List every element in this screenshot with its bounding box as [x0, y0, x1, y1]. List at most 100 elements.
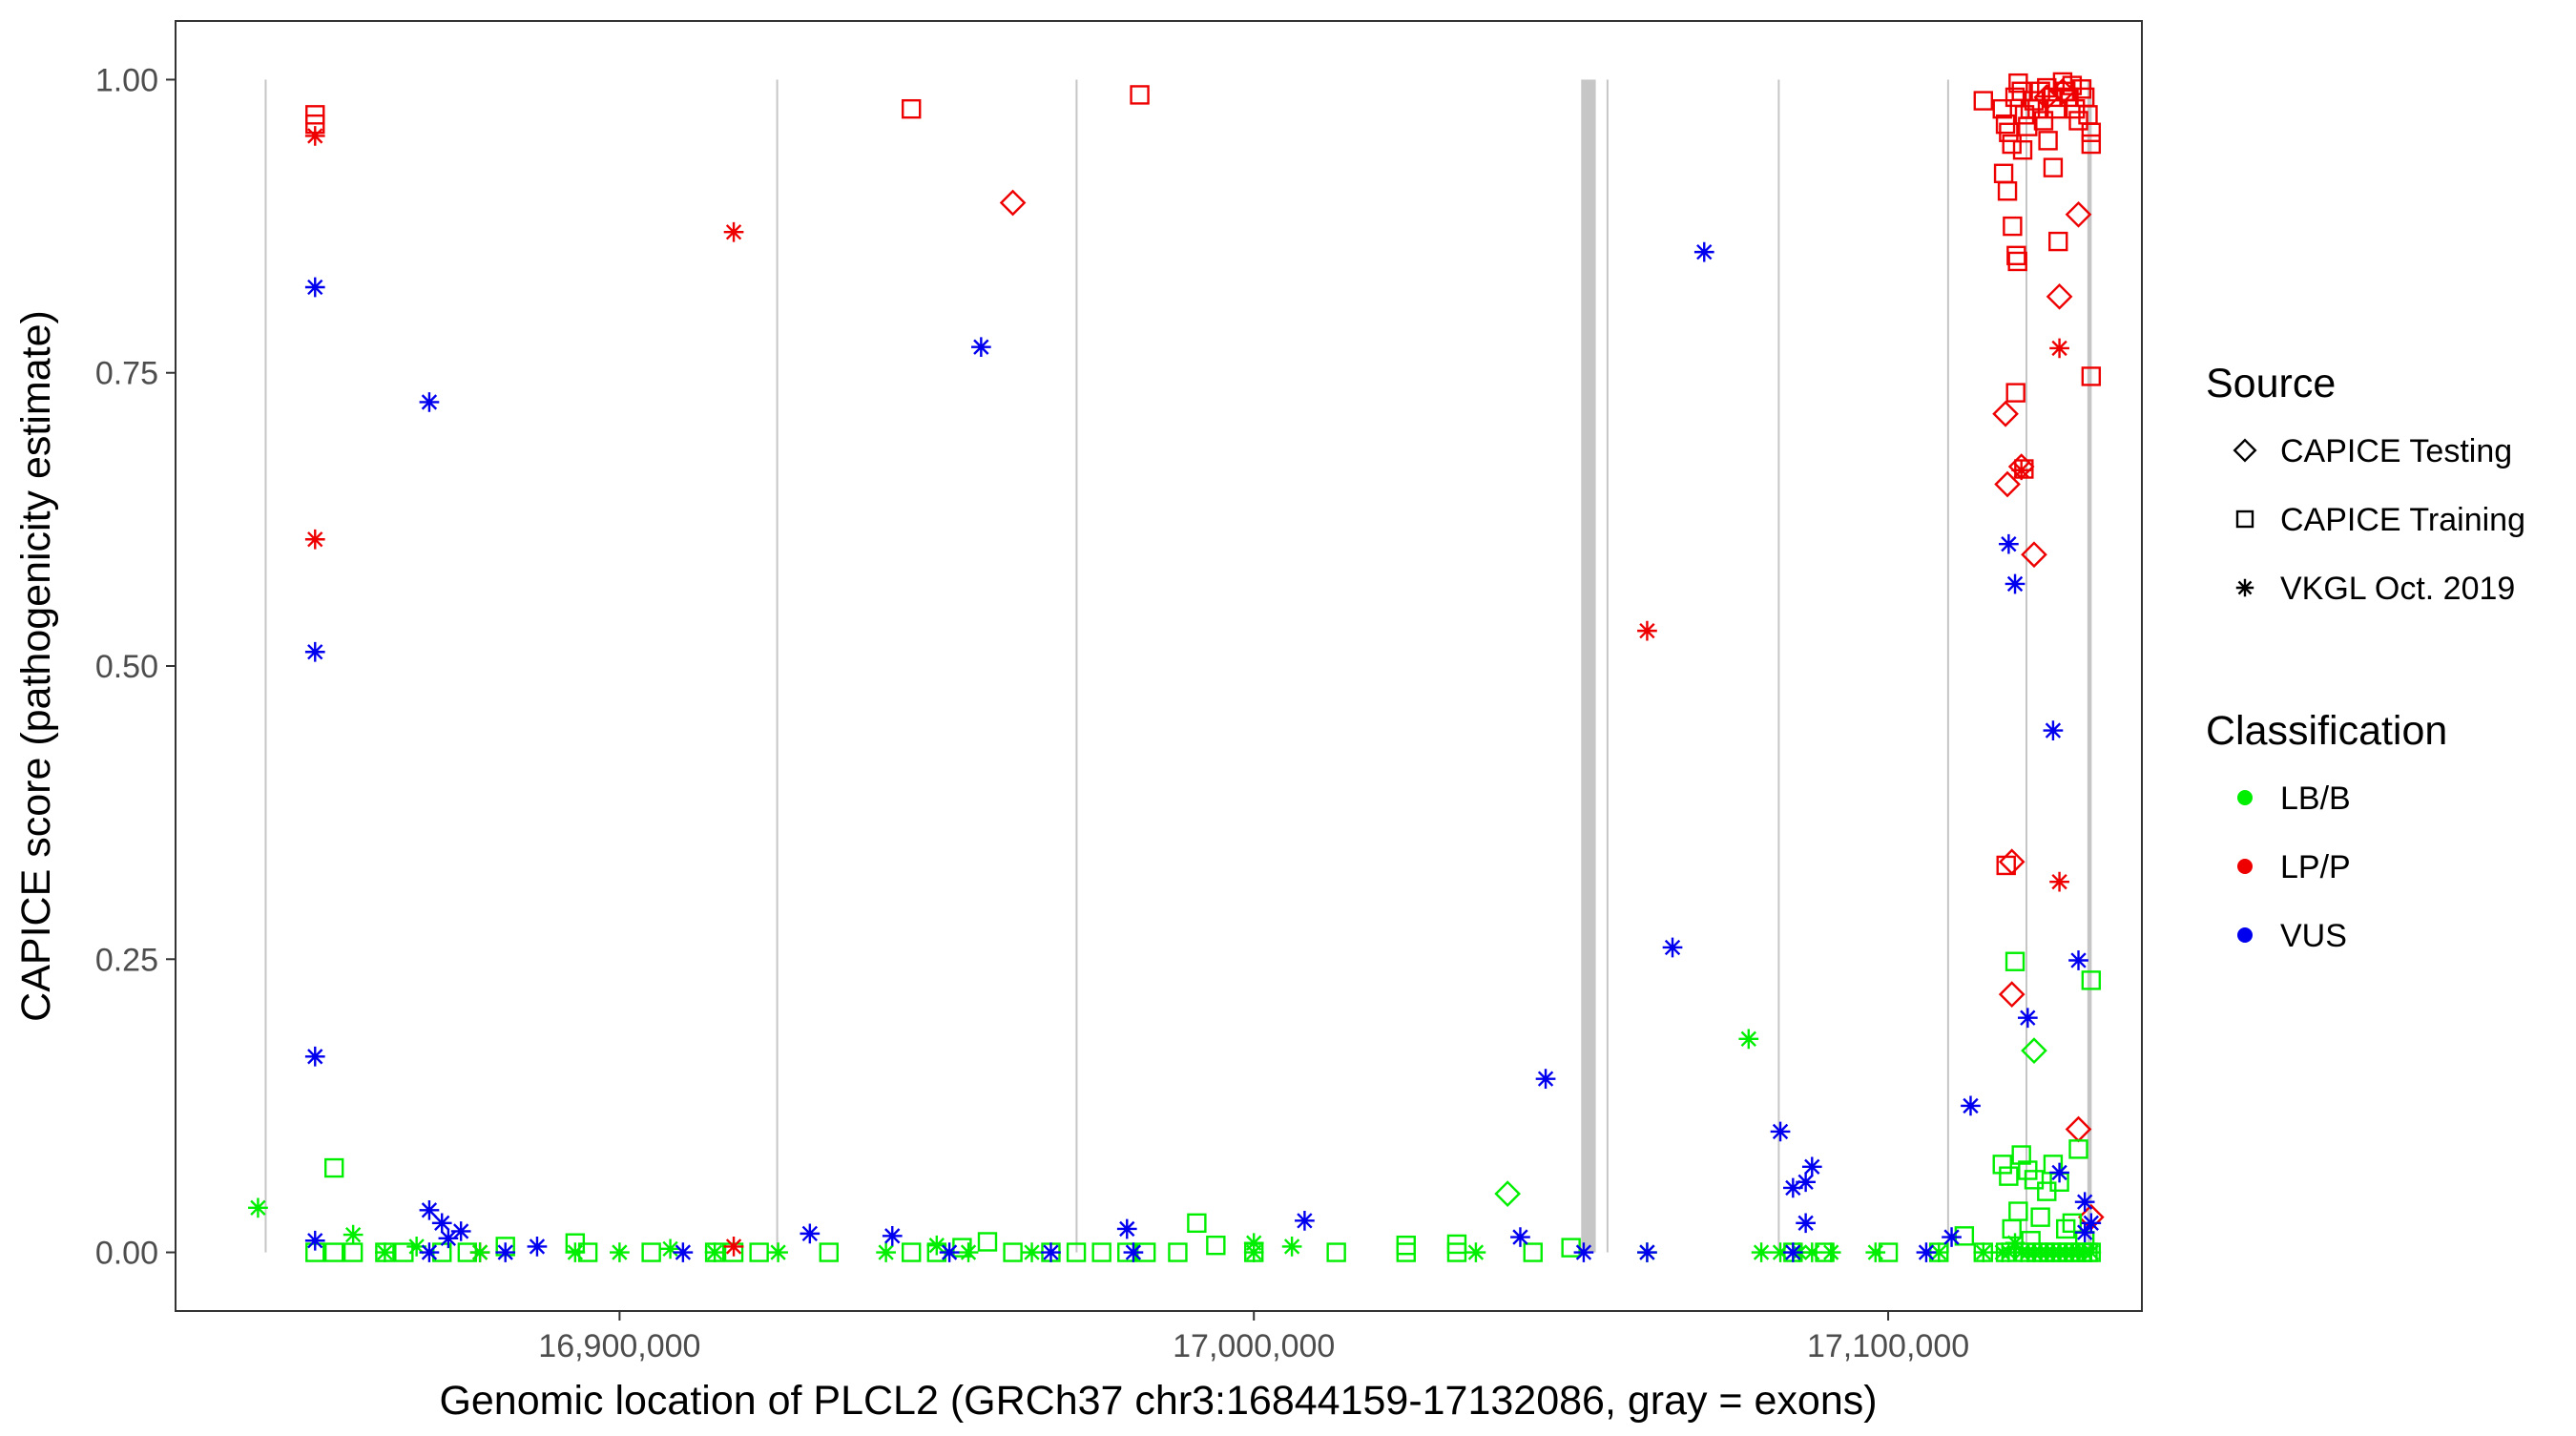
legend-classification-title: Classification — [2206, 708, 2447, 754]
data-point — [1494, 1180, 1522, 1207]
data-point — [1116, 1218, 1137, 1239]
data-point — [1928, 1242, 1949, 1262]
data-point — [2043, 157, 2064, 177]
x-axis-label: Genomic location of PLCL2 (GRCh37 chr3:1… — [439, 1378, 1877, 1424]
data-point — [1187, 1213, 1207, 1234]
data-point — [1738, 1029, 1759, 1050]
data-point — [1637, 620, 1657, 641]
data-point — [1206, 1235, 1226, 1256]
data-point — [1637, 1242, 1657, 1262]
data-point — [2002, 134, 2022, 155]
data-point — [304, 1046, 325, 1067]
data-point — [248, 1197, 268, 1218]
data-point — [1022, 1242, 1042, 1262]
y-tick-label: 1.00 — [95, 62, 158, 98]
data-point — [2049, 338, 2069, 359]
legend-classification: Classification LB/B LP/P VUS — [2206, 708, 2447, 954]
data-point — [1942, 1227, 1962, 1247]
data-point — [2049, 1162, 2069, 1183]
data-point — [324, 1157, 344, 1178]
data-point — [2081, 1242, 2102, 1262]
data-point — [419, 392, 440, 412]
data-point — [1091, 1242, 1111, 1262]
data-point — [2011, 460, 2032, 481]
data-point — [1770, 1242, 1791, 1262]
data-point — [1396, 1242, 1416, 1262]
data-point — [419, 1242, 440, 1262]
x-axis: 16,900,000 17,000,000 17,100,000 — [538, 1311, 1969, 1364]
data-point — [2011, 1145, 2031, 1165]
data-point — [1168, 1242, 1188, 1262]
data-point — [673, 1242, 694, 1262]
data-point — [2007, 251, 2027, 272]
data-point — [1865, 1242, 1886, 1262]
data-point — [1820, 1242, 1841, 1262]
data-point — [450, 1221, 471, 1241]
exon-band — [2025, 79, 2027, 1253]
data-point — [2021, 1037, 2047, 1064]
legend-classification-label: VUS — [2280, 918, 2347, 954]
data-point — [2046, 282, 2073, 310]
legend-source: Source CAPICE Testing CAPICE Training VKGL… — [2206, 361, 2525, 607]
data-point — [2020, 98, 2041, 119]
legend-classification-key — [2237, 790, 2253, 805]
data-point — [1446, 1242, 1467, 1262]
data-point — [2008, 1201, 2028, 1221]
data-point — [2005, 573, 2025, 594]
data-point — [343, 1224, 364, 1245]
data-point — [375, 1242, 395, 1262]
data-point — [1992, 400, 2019, 427]
data-point — [565, 1242, 586, 1262]
legend-source-label: VKGL Oct. 2019 — [2280, 571, 2515, 607]
data-point — [800, 1223, 821, 1244]
y-tick-label: 0.00 — [95, 1236, 158, 1272]
data-point — [304, 529, 325, 550]
data-point — [1510, 1227, 1530, 1247]
data-point — [2056, 1218, 2076, 1239]
data-point — [2014, 459, 2034, 479]
data-point — [1523, 1242, 1543, 1262]
exon-band — [776, 79, 779, 1253]
data-point — [819, 1242, 839, 1262]
exon-band — [1606, 79, 1609, 1253]
legend-source-label: CAPICE Testing — [2280, 433, 2512, 469]
data-point — [1751, 1242, 1772, 1262]
data-point — [2081, 122, 2102, 142]
data-point — [723, 1237, 744, 1257]
exon-band — [1946, 79, 1949, 1253]
data-point — [2024, 1170, 2045, 1190]
data-point — [2033, 111, 2054, 131]
y-axis: 0.00 0.25 0.50 0.75 1.00 — [95, 62, 176, 1272]
data-point — [469, 1242, 490, 1262]
data-point — [1281, 1237, 1302, 1257]
data-point — [419, 1199, 440, 1220]
legend-source-title: Source — [2206, 361, 2336, 406]
data-point — [1130, 85, 1150, 105]
data-point — [1998, 981, 2025, 1008]
data-point — [1693, 241, 1714, 262]
data-point — [1973, 1242, 1994, 1262]
exon-band — [264, 79, 267, 1253]
exon-bands — [264, 79, 2092, 1253]
y-tick-label: 0.50 — [95, 649, 158, 685]
legend-source-key — [2235, 578, 2254, 597]
data-point — [882, 1225, 903, 1246]
data-point — [1973, 91, 1993, 111]
x-tick-label: 16,900,000 — [538, 1328, 700, 1364]
data-point — [495, 1242, 516, 1262]
y-axis-label: CAPICE score (pathogenicity estimate) — [13, 310, 59, 1022]
data-point — [1996, 855, 2016, 876]
data-point — [1770, 1121, 1791, 1142]
data-point — [2038, 131, 2058, 151]
data-point — [2049, 871, 2069, 892]
data-point — [2003, 216, 2023, 237]
data-point — [1295, 1211, 1315, 1231]
data-point — [1994, 470, 2021, 498]
data-point — [876, 1242, 896, 1262]
data-point — [1465, 1242, 1486, 1262]
data-point — [1961, 1095, 1981, 1116]
data-points — [248, 72, 2105, 1262]
exon-band — [1075, 79, 1078, 1253]
data-point — [2043, 720, 2064, 740]
